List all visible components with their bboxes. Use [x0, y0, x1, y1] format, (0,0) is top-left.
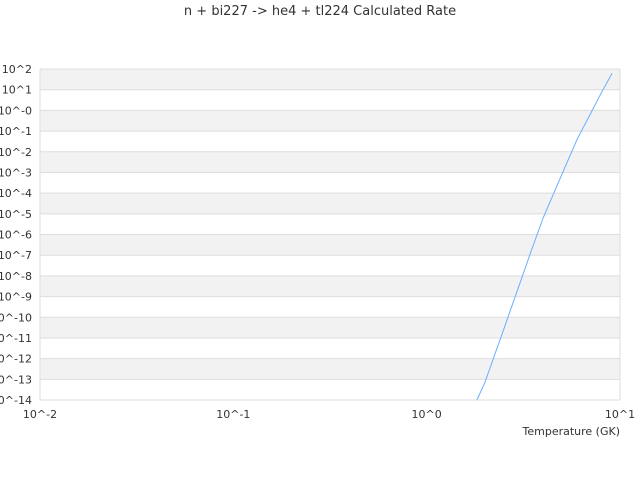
grid-band — [40, 151, 620, 173]
y-tick-label: 10^-10 — [0, 311, 32, 324]
grid-band — [40, 317, 620, 338]
grid-band — [40, 69, 620, 90]
y-tick-label: 10^-5 — [0, 208, 32, 221]
y-tick-label: 10^-12 — [0, 353, 32, 366]
x-tick-label: 10^0 — [412, 408, 442, 421]
y-tick-label: 10^-0 — [0, 104, 32, 117]
y-tick-label: 10^-2 — [0, 146, 32, 159]
x-tick-label: 10^1 — [605, 408, 635, 421]
y-tick-label: 10^-13 — [0, 373, 32, 386]
x-tick-label: 10^-2 — [23, 408, 57, 421]
grid-band — [40, 110, 620, 132]
grid-band — [40, 234, 620, 256]
rate-line — [476, 72, 613, 401]
y-tick-label: 10^-8 — [0, 270, 32, 283]
y-tick-label: 10^-1 — [0, 125, 32, 138]
x-axis-label: Temperature (GK) — [522, 425, 621, 438]
grid-band — [40, 275, 620, 297]
y-tick-label: 10^2 — [2, 63, 32, 76]
y-tick-label: 10^1 — [2, 84, 32, 97]
y-tick-label: 10^-3 — [0, 166, 32, 179]
y-tick-label: 10^-11 — [0, 332, 32, 345]
grid-band — [40, 358, 620, 380]
grid-band — [40, 193, 620, 214]
y-tick-label: 10^-7 — [0, 249, 32, 262]
y-tick-label: 10^-6 — [0, 229, 32, 242]
y-tick-label: 10^-4 — [0, 187, 32, 200]
y-tick-label: 10^-14 — [0, 394, 32, 407]
x-tick-label: 10^-1 — [216, 408, 250, 421]
y-tick-label: 10^-9 — [0, 291, 32, 304]
chart-title: n + bi227 -> he4 + tl224 Calculated Rate — [183, 4, 457, 19]
